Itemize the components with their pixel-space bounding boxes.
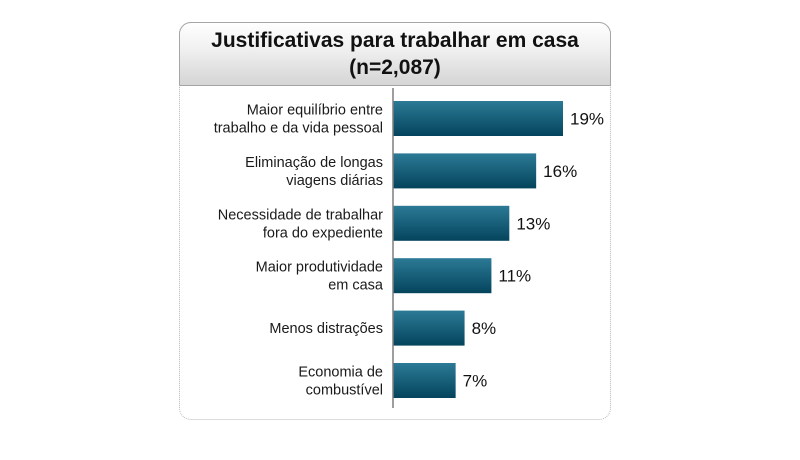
bar <box>393 258 492 294</box>
value-label: 13% <box>516 214 550 233</box>
value-label: 8% <box>472 319 497 338</box>
bar <box>393 153 537 189</box>
category-label: Menos distrações <box>269 321 383 337</box>
category-label: viagens diárias <box>286 173 383 189</box>
chart-sample-size: (n=2,087) <box>349 56 441 79</box>
value-label: 16% <box>543 162 577 181</box>
category-label: Maior equilíbrio entre <box>247 103 383 119</box>
chart-title: Justificativas para trabalhar em casa <box>211 29 579 52</box>
bar <box>393 205 510 241</box>
category-label: Economia de <box>298 365 383 381</box>
value-label: 19% <box>570 110 604 129</box>
bar <box>393 310 465 346</box>
bar <box>393 363 456 398</box>
bar <box>393 101 563 136</box>
category-label: em casa <box>328 278 384 294</box>
value-label: 7% <box>463 372 488 391</box>
category-label: Necessidade de trabalhar <box>218 207 383 223</box>
category-label: Maior produtividade <box>256 260 383 276</box>
category-label: Eliminação de longas <box>245 155 383 171</box>
category-label: trabalho e da vida pessoal <box>214 121 383 137</box>
category-label: fora do expediente <box>263 225 383 241</box>
chart-header: Justificativas para trabalhar em casa (n… <box>179 22 611 86</box>
category-label: combustível <box>306 383 383 399</box>
value-label: 11% <box>498 267 531 286</box>
